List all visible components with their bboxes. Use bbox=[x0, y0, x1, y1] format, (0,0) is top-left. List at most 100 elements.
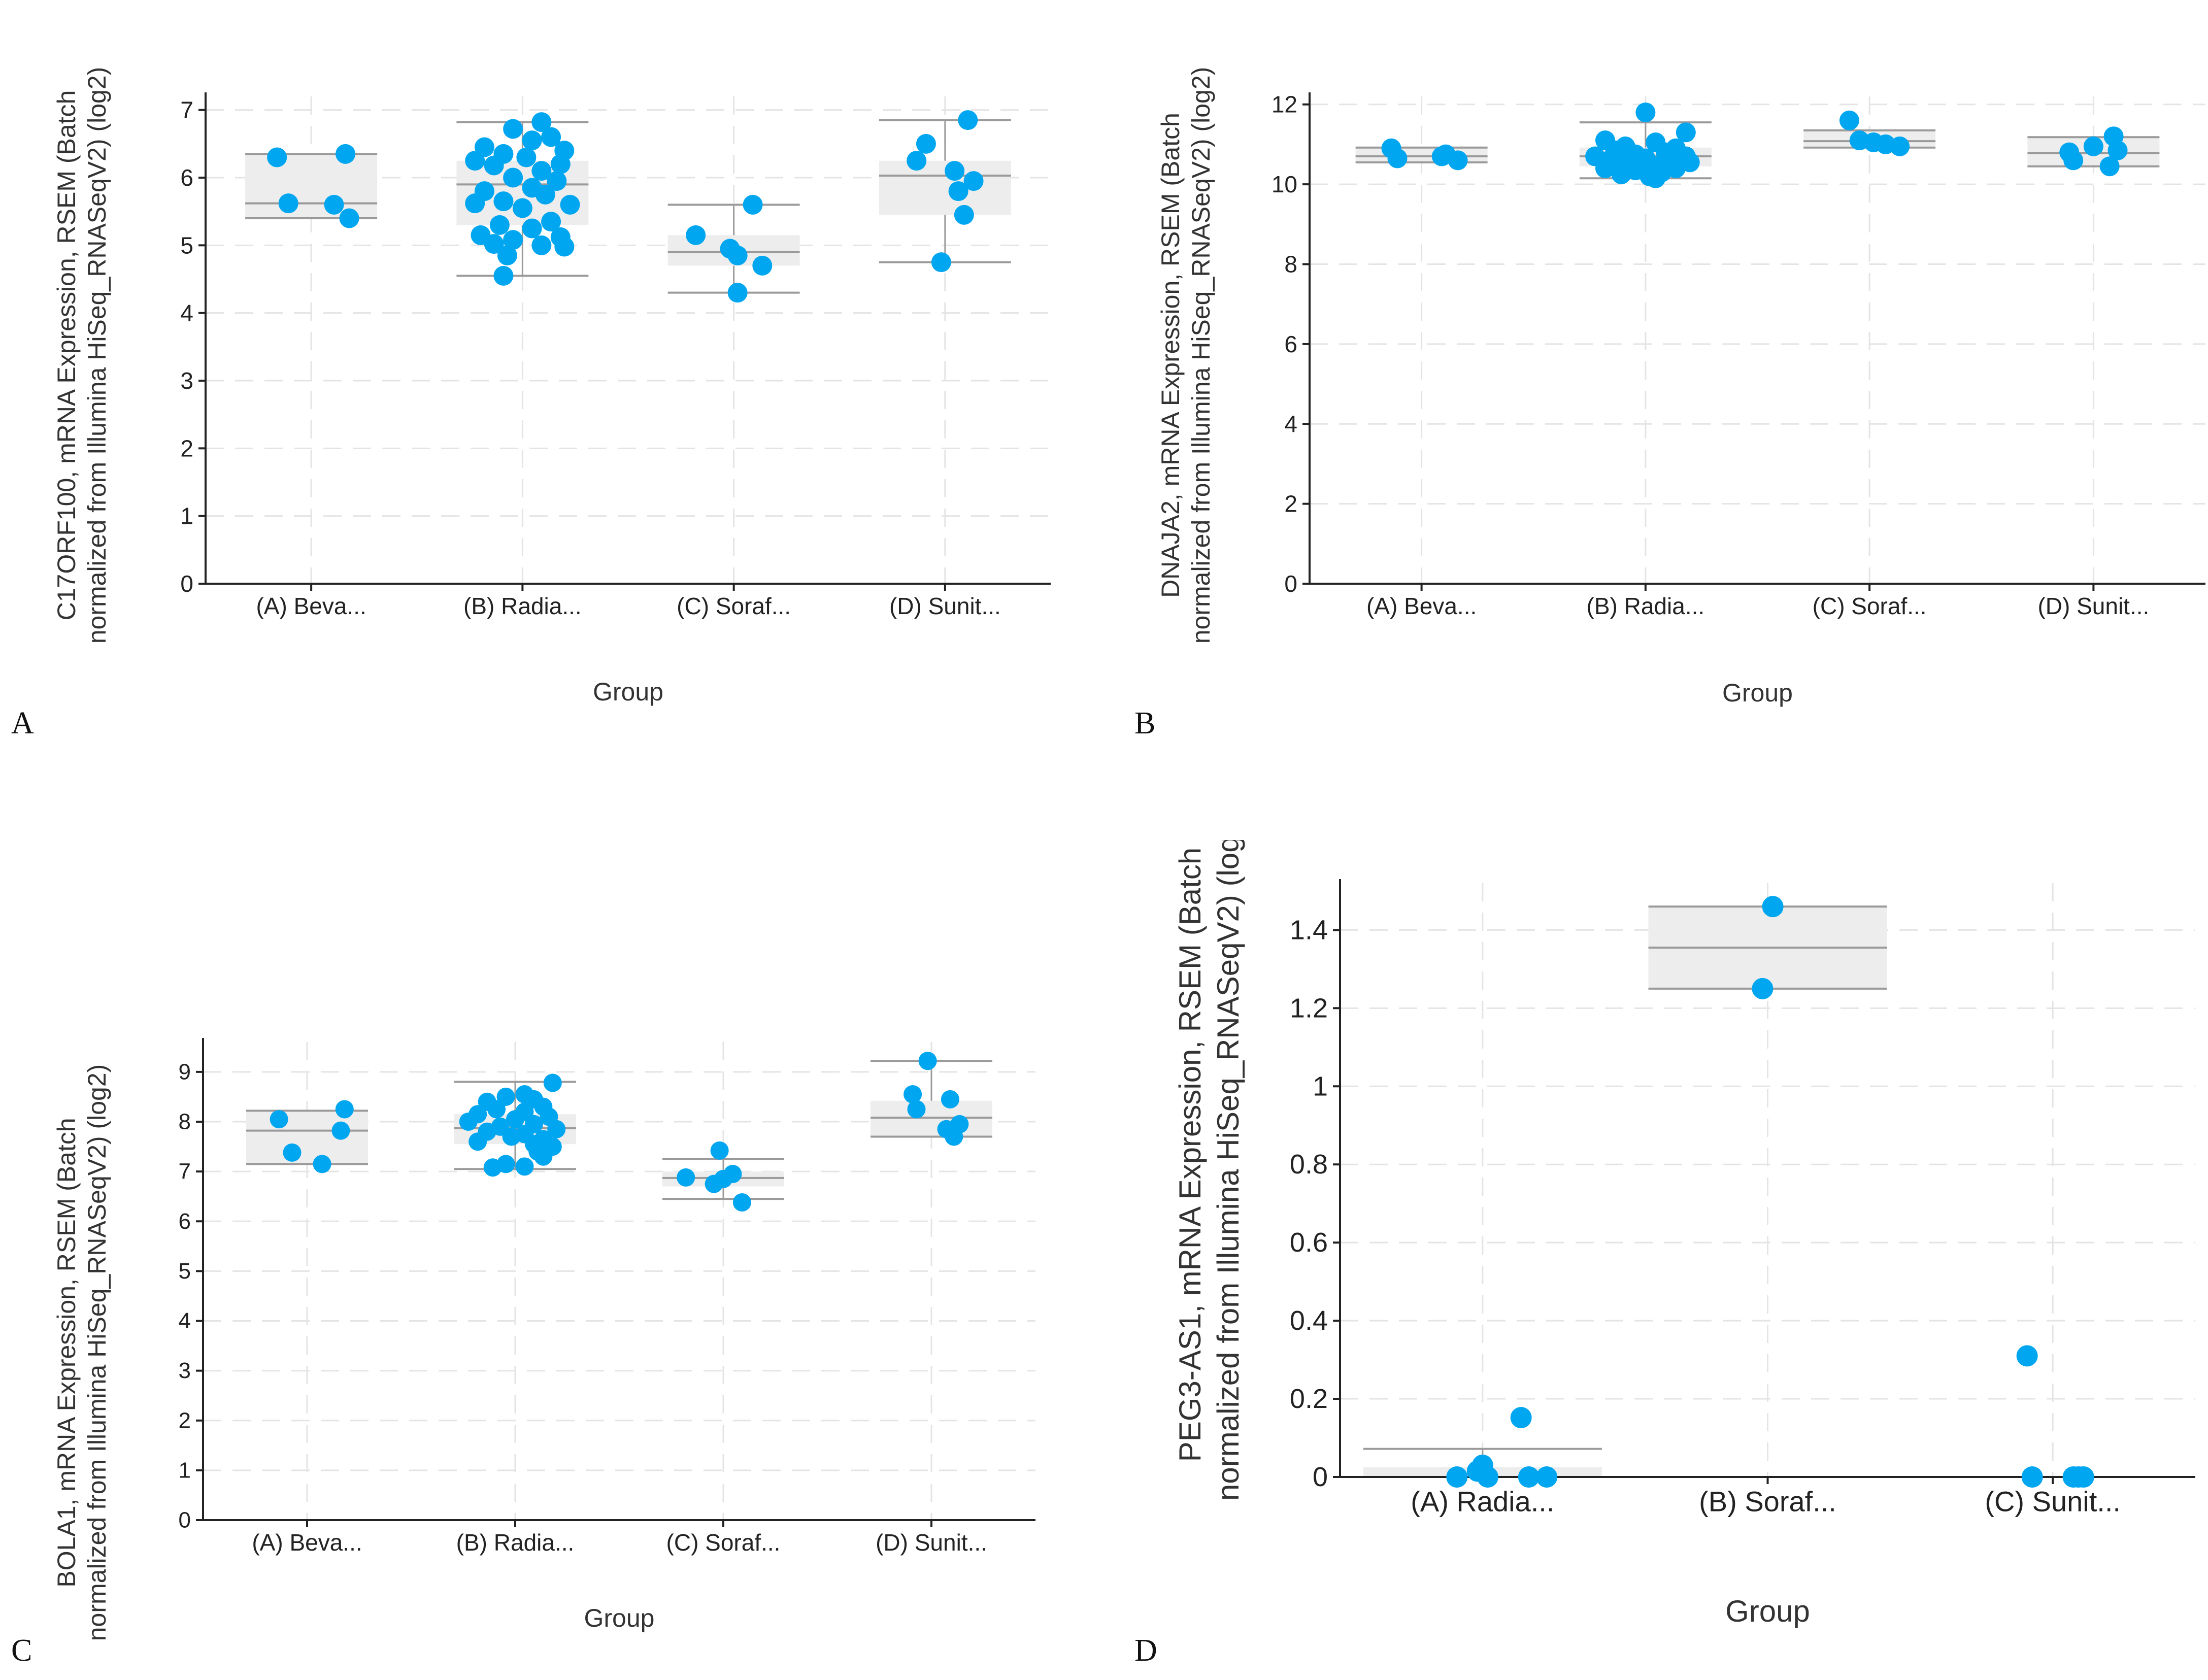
data-point bbox=[493, 265, 514, 286]
x-tick-label: (D) Sunit... bbox=[889, 593, 1001, 619]
x-tick-label: (A) Beva... bbox=[252, 1529, 362, 1556]
x-tick-label: (C) Soraf... bbox=[677, 593, 791, 619]
data-point bbox=[336, 144, 356, 164]
data-point bbox=[541, 127, 561, 147]
data-point bbox=[918, 1052, 937, 1070]
y-axis-title-line1: BOLA1, mRNA Expression, RSEM (Batch bbox=[52, 1118, 81, 1587]
x-tick-label: (A) Beva... bbox=[256, 593, 366, 619]
data-point bbox=[270, 1110, 288, 1129]
data-point bbox=[963, 171, 984, 191]
data-point bbox=[531, 235, 552, 255]
data-point bbox=[1752, 978, 1774, 999]
data-point bbox=[465, 151, 485, 171]
y-tick-label: 2 bbox=[180, 435, 193, 461]
data-point bbox=[483, 1158, 502, 1177]
data-point bbox=[1536, 1466, 1558, 1488]
data-point bbox=[335, 1100, 354, 1119]
data-point bbox=[484, 234, 504, 254]
data-point bbox=[686, 225, 706, 245]
data-point bbox=[723, 1165, 742, 1184]
data-point bbox=[489, 215, 510, 235]
y-tick-label: 0.2 bbox=[1290, 1384, 1328, 1414]
data-point bbox=[283, 1143, 302, 1162]
panel-label-d: D bbox=[1134, 1633, 1157, 1668]
y-tick-label: 3 bbox=[179, 1358, 191, 1383]
data-point bbox=[459, 1113, 478, 1131]
box-b-0 bbox=[1355, 147, 1488, 162]
panel-d: 0 0.2 0.4 0.6 0.8 1 1.2 1.4 (A) Radia... (B) Sora… bbox=[1104, 840, 2208, 1680]
data-point bbox=[2099, 156, 2120, 177]
y-tick-label: 1.4 bbox=[1290, 915, 1328, 945]
y-axis-title-line2: normalized from Illumina HiSeq_RNASeqV2)… bbox=[1187, 67, 1215, 644]
y-tick-label: 0 bbox=[1313, 1462, 1328, 1492]
data-point bbox=[945, 1127, 963, 1146]
y-tick-label: 1 bbox=[180, 503, 193, 529]
data-point bbox=[2016, 1345, 2038, 1367]
y-tick-label: 6 bbox=[180, 164, 193, 191]
panel-c: 0 1 2 3 4 5 6 7 8 9 (A) Beva... (B) Radia... (C) Sor… bbox=[0, 840, 1104, 1680]
data-point bbox=[2063, 150, 2084, 171]
y-tick-label: 2 bbox=[1284, 491, 1297, 517]
data-point bbox=[516, 147, 537, 167]
y-tick-label: 6 bbox=[1284, 331, 1297, 357]
y-tick-label: 10 bbox=[1272, 171, 1297, 197]
y-tick-label: 4 bbox=[180, 300, 193, 326]
data-point bbox=[522, 130, 542, 151]
panel-label-c: C bbox=[11, 1633, 32, 1668]
data-point bbox=[1890, 136, 1910, 156]
data-point bbox=[331, 1121, 350, 1140]
data-point bbox=[324, 194, 344, 215]
data-point bbox=[1466, 1460, 1488, 1482]
x-axis-title: Group bbox=[1722, 679, 1793, 707]
data-point bbox=[339, 208, 359, 228]
data-point bbox=[469, 1132, 487, 1151]
y-tick-label: 0 bbox=[180, 570, 193, 597]
y-tick-label: 5 bbox=[179, 1259, 191, 1284]
y-tick-label: 0 bbox=[1284, 570, 1297, 597]
data-point bbox=[547, 171, 567, 191]
data-point bbox=[550, 154, 571, 174]
data-point bbox=[278, 193, 298, 214]
y-tick-label: 9 bbox=[179, 1059, 191, 1084]
data-point bbox=[743, 194, 763, 215]
data-point bbox=[2083, 136, 2103, 156]
data-point bbox=[907, 151, 927, 171]
data-point bbox=[515, 1157, 534, 1176]
y-tick-label: 4 bbox=[1284, 411, 1297, 437]
data-point bbox=[941, 1090, 959, 1108]
x-tick-label: (D) Sunit... bbox=[876, 1529, 987, 1556]
chart-b-svg: 0 2 4 6 8 10 12 (A) Beva... (B) Radia... (C) Sora… bbox=[1156, 67, 2205, 707]
data-point bbox=[1635, 102, 1656, 122]
chart-d-svg: 0 0.2 0.4 0.6 0.8 1 1.2 1.4 (A) Radia... (B) Sora… bbox=[1173, 840, 2195, 1628]
data-point bbox=[535, 184, 555, 205]
y-tick-label: 6 bbox=[179, 1209, 191, 1234]
data-point bbox=[727, 283, 748, 303]
y-axis-title-line1: C17ORF100, mRNA Expression, RSEM (Batch bbox=[52, 90, 81, 621]
y-tick-label: 0.4 bbox=[1290, 1305, 1328, 1336]
chart-c-svg: 0 1 2 3 4 5 6 7 8 9 (A) Beva... (B) Radia... (C) Sor… bbox=[52, 1038, 1035, 1641]
y-tick-label: 2 bbox=[179, 1408, 191, 1433]
y-tick-label: 8 bbox=[1284, 251, 1297, 277]
data-point bbox=[1611, 164, 1631, 184]
data-point bbox=[727, 245, 748, 265]
box-c-0 bbox=[246, 1111, 368, 1164]
data-point bbox=[560, 194, 580, 215]
data-point bbox=[487, 1100, 506, 1119]
data-point bbox=[547, 1120, 566, 1138]
data-point bbox=[497, 245, 517, 265]
data-point bbox=[541, 212, 561, 232]
data-point bbox=[484, 155, 504, 176]
x-tick-label: (A) Radia... bbox=[1411, 1486, 1554, 1518]
data-point bbox=[904, 1085, 922, 1104]
y-tick-label: 0 bbox=[179, 1508, 191, 1533]
x-tick-label: (B) Soraf... bbox=[1699, 1486, 1836, 1518]
x-axis-title: Group bbox=[1725, 1594, 1810, 1628]
panel-a: 0 1 2 3 4 5 6 7 (A) Beva... (B) Radia... (C) Soraf… bbox=[0, 0, 1104, 840]
x-tick-label: (B) Radia... bbox=[1587, 593, 1705, 619]
data-point bbox=[503, 119, 523, 139]
data-point bbox=[2107, 140, 2128, 160]
data-point bbox=[531, 161, 552, 181]
data-point bbox=[531, 112, 552, 132]
y-tick-label: 5 bbox=[180, 232, 193, 258]
x-axis-title: Group bbox=[593, 678, 663, 706]
